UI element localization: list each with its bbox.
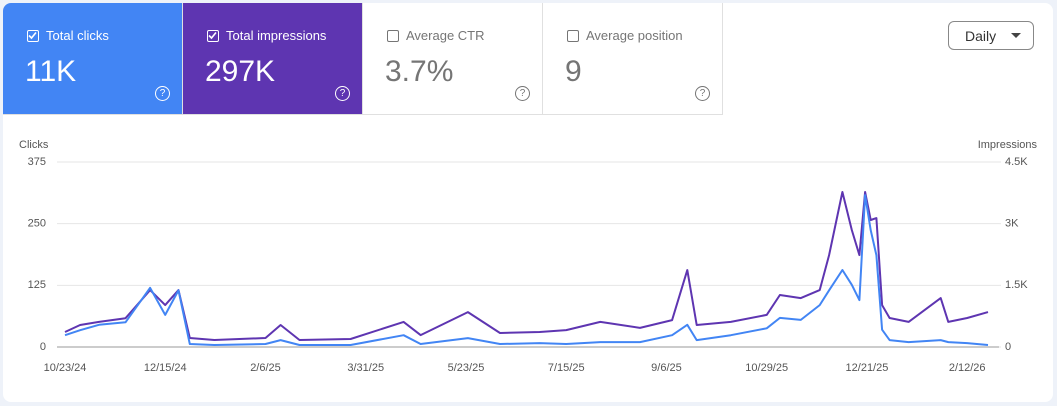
metric-value: 11K bbox=[25, 55, 77, 88]
x-tick-label: 3/31/25 bbox=[347, 362, 384, 374]
x-tick-label: 10/29/25 bbox=[745, 362, 788, 374]
x-tick-label: 10/23/24 bbox=[44, 362, 87, 374]
checkbox[interactable] bbox=[387, 30, 399, 42]
y2-axis-title: Impressions bbox=[978, 139, 1038, 151]
checkbox[interactable] bbox=[207, 30, 219, 42]
x-tick-label: 7/15/25 bbox=[548, 362, 585, 374]
y-tick-label: 125 bbox=[28, 279, 46, 291]
metric-label: Total impressions bbox=[226, 28, 327, 43]
check-mark bbox=[208, 31, 217, 40]
help-icon[interactable]: ? bbox=[515, 86, 530, 101]
metric-tile[interactable]: Total impressions 297K? bbox=[183, 3, 363, 115]
series-line bbox=[64, 191, 989, 341]
performance-card: Total clicks 11K? Total impressions 297K? Av… bbox=[3, 3, 1053, 402]
checkbox[interactable] bbox=[27, 30, 39, 42]
metric-value: 3.7% bbox=[385, 55, 454, 88]
y-tick-label: 250 bbox=[28, 218, 46, 230]
y-axis-title: Clicks bbox=[19, 139, 49, 151]
checkbox[interactable] bbox=[567, 30, 579, 42]
metric-tile[interactable]: Total clicks 11K? bbox=[3, 3, 183, 115]
chart: Clicks Impressions 0 125 250 375 0 1.5K 3K 4.5K… bbox=[19, 139, 1038, 374]
y2-tick-label: 3K bbox=[1005, 218, 1019, 230]
metric-value: 297K bbox=[205, 55, 276, 88]
metric-label: Average CTR bbox=[406, 28, 485, 43]
series-line bbox=[64, 194, 989, 346]
x-tick-label: 9/6/25 bbox=[651, 362, 682, 374]
help-icon[interactable]: ? bbox=[155, 86, 170, 101]
y2-tick-label: 4.5K bbox=[1005, 156, 1028, 168]
x-tick-label: 2/6/25 bbox=[250, 362, 281, 374]
x-tick-label: 12/15/24 bbox=[144, 362, 187, 374]
check-mark bbox=[28, 31, 37, 40]
dropdown-arrow bbox=[1011, 33, 1021, 38]
help-icon[interactable]: ? bbox=[335, 86, 350, 101]
x-tick-label: 12/21/25 bbox=[846, 362, 889, 374]
y-tick-label: 375 bbox=[28, 156, 46, 168]
metric-label: Total clicks bbox=[46, 28, 109, 43]
help-icon[interactable]: ? bbox=[695, 86, 710, 101]
metric-label: Average position bbox=[586, 28, 683, 43]
metric-value: 9 bbox=[565, 55, 582, 88]
y2-tick-label: 1.5K bbox=[1005, 279, 1028, 291]
x-tick-label: 5/23/25 bbox=[448, 362, 485, 374]
y-tick-label: 0 bbox=[40, 341, 46, 353]
metric-tile[interactable]: Average CTR 3.7%? bbox=[363, 3, 543, 115]
metric-tile[interactable]: Average position 9? bbox=[543, 3, 723, 115]
period-label: Daily bbox=[965, 28, 997, 44]
period-dropdown[interactable]: Daily bbox=[948, 21, 1034, 50]
y2-tick-label: 0 bbox=[1005, 341, 1011, 353]
x-tick-label: 2/12/26 bbox=[949, 362, 986, 374]
